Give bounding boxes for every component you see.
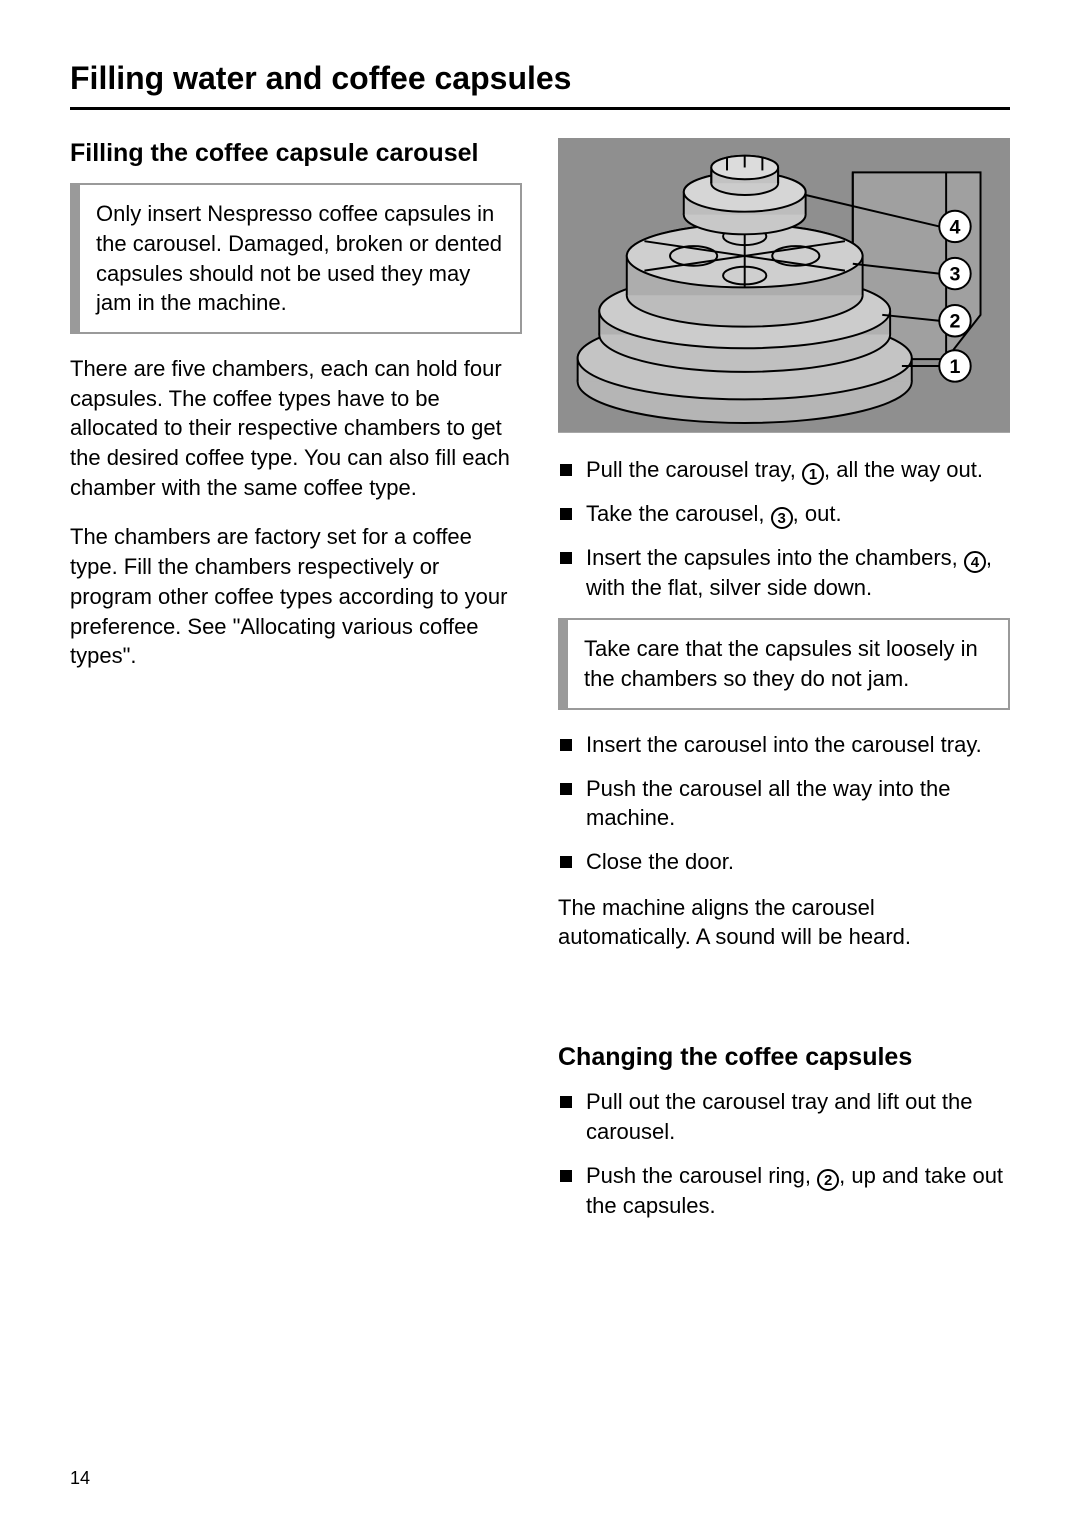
text: Insert the capsules into the chambers, xyxy=(586,545,964,570)
para-factory-set: The chambers are factory set for a coffe… xyxy=(70,522,522,670)
step-insert-carousel: Insert the carousel into the carousel tr… xyxy=(558,730,1010,760)
steps-fill-2: Insert the carousel into the carousel tr… xyxy=(558,730,1010,877)
text: Take the carousel, xyxy=(586,501,771,526)
text: , all the way out. xyxy=(824,457,983,482)
circled-3-icon: 3 xyxy=(771,507,793,529)
svg-text:4: 4 xyxy=(950,216,961,238)
left-column: Filling the coffee capsule carousel Only… xyxy=(70,138,522,1236)
note-box-nespresso: Only insert Nespresso coffee capsules in… xyxy=(70,183,522,334)
note-box-loose: Take care that the capsules sit loosely … xyxy=(558,618,1010,709)
step-close-door: Close the door. xyxy=(558,847,1010,877)
page-number: 14 xyxy=(70,1468,90,1489)
circled-1-icon: 1 xyxy=(802,463,824,485)
text: Push the carousel ring, xyxy=(586,1163,817,1188)
circled-2-icon: 2 xyxy=(817,1169,839,1191)
svg-text:1: 1 xyxy=(950,356,961,378)
steps-change: Pull out the carousel tray and lift out … xyxy=(558,1087,1010,1220)
text: , out. xyxy=(793,501,842,526)
heading-changing-capsules: Changing the coffee capsules xyxy=(558,1042,1010,1073)
svg-text:3: 3 xyxy=(950,263,961,285)
circled-4-icon: 4 xyxy=(964,551,986,573)
text: Pull the carousel tray, xyxy=(586,457,802,482)
right-column: 4 3 2 1 Pull the carousel tray, 1, all t… xyxy=(558,138,1010,1236)
heading-filling-carousel: Filling the coffee capsule carousel xyxy=(70,138,522,169)
content-columns: Filling the coffee capsule carousel Only… xyxy=(70,138,1010,1236)
step-insert-capsules: Insert the capsules into the chambers, 4… xyxy=(558,543,1010,603)
para-chambers: There are five chambers, each can hold f… xyxy=(70,354,522,502)
step-pull-lift: Pull out the carousel tray and lift out … xyxy=(558,1087,1010,1146)
svg-text:2: 2 xyxy=(950,311,961,333)
carousel-diagram: 4 3 2 1 xyxy=(558,138,1010,433)
step-push-carousel: Push the carousel all the way into the m… xyxy=(558,774,1010,833)
para-auto-align: The machine aligns the carousel automati… xyxy=(558,893,1010,952)
steps-fill-1: Pull the carousel tray, 1, all the way o… xyxy=(558,455,1010,603)
step-take-carousel: Take the carousel, 3, out. xyxy=(558,499,1010,529)
step-push-ring: Push the carousel ring, 2, up and take o… xyxy=(558,1161,1010,1221)
page-title: Filling water and coffee capsules xyxy=(70,60,1010,110)
step-pull-tray: Pull the carousel tray, 1, all the way o… xyxy=(558,455,1010,485)
